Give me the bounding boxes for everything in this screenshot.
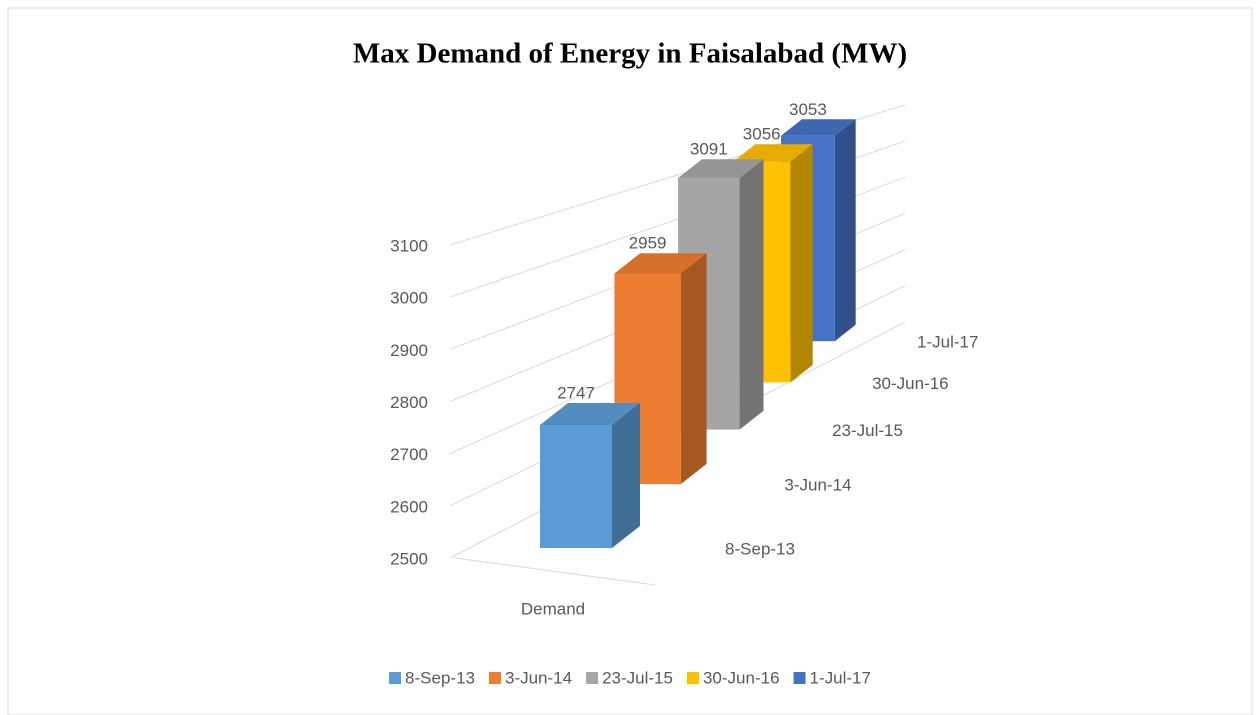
bar-side	[739, 159, 764, 430]
data-label: 2747	[557, 383, 595, 402]
bar-top	[614, 253, 707, 274]
depth-label: 3-Jun-14	[784, 476, 851, 495]
y-tick-label: 2900	[390, 341, 428, 360]
bar	[540, 424, 612, 548]
depth-label: 1-Jul-17	[917, 333, 978, 352]
legend-swatch	[389, 672, 402, 684]
legend-label: 3-Jun-14	[505, 668, 572, 687]
legend-label: 1-Jul-17	[810, 668, 871, 687]
legend-swatch	[686, 672, 699, 684]
data-label: 3053	[789, 100, 827, 119]
legend-swatch	[586, 672, 599, 684]
depth-label: 30-Jun-16	[872, 374, 949, 393]
legend-label: 8-Sep-13	[405, 668, 475, 687]
bar-top	[733, 144, 813, 162]
y-tick-label: 2500	[390, 549, 428, 568]
depth-label: 8-Sep-13	[725, 539, 795, 558]
chart-title: Max Demand of Energy in Faisalabad (MW)	[353, 38, 907, 70]
y-tick-label: 2600	[390, 497, 428, 516]
category-label: Demand	[521, 599, 585, 618]
depth-label: 23-Jul-15	[832, 421, 903, 440]
legend-swatch	[793, 672, 806, 684]
bar-side	[680, 253, 707, 485]
floor-edge	[454, 557, 656, 586]
data-label: 2959	[629, 234, 667, 253]
bar-top	[540, 402, 640, 425]
y-tick-label: 3100	[390, 236, 428, 255]
y-tick-label: 2800	[390, 393, 428, 412]
y-tick-label: 2700	[390, 445, 428, 464]
bar-side	[790, 144, 813, 383]
legend-swatch	[488, 672, 501, 684]
bar-top	[781, 119, 856, 136]
bar-side	[612, 402, 640, 548]
data-label: 3056	[743, 125, 781, 144]
legend-label: 23-Jul-15	[602, 668, 673, 687]
y-tick-label: 3000	[390, 289, 428, 308]
bar-top	[678, 159, 764, 179]
bar-side	[834, 119, 856, 342]
legend-label: 30-Jun-16	[703, 668, 780, 687]
data-label: 3091	[690, 140, 728, 159]
